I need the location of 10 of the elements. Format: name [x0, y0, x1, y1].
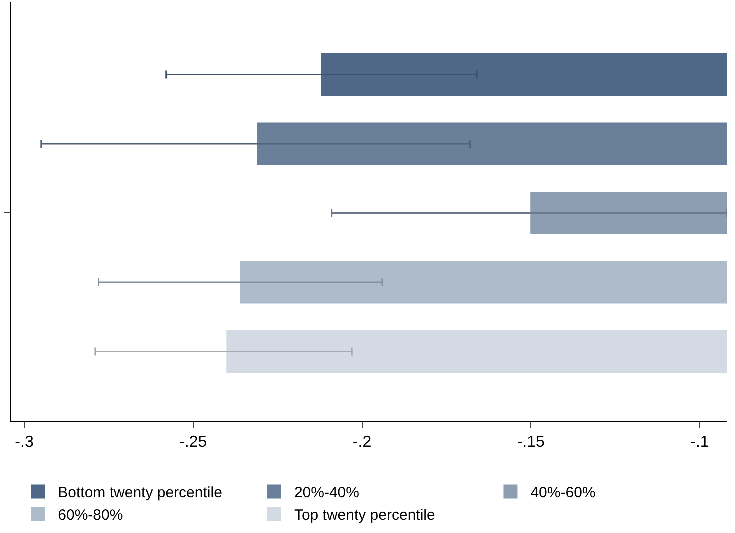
legend-label: Bottom twenty percentile: [58, 484, 222, 502]
legend-label: Top twenty percentile: [294, 507, 436, 524]
x-tick-label: -.1: [690, 434, 710, 452]
x-tick-label: -.2: [352, 434, 372, 452]
x-tick-label: -.15: [517, 434, 545, 452]
legend-label: 20%-40%: [294, 484, 360, 502]
x-tick-label: -.25: [180, 434, 208, 452]
legend-label: 60%-80%: [58, 507, 124, 524]
legend-label: 40%-60%: [530, 484, 596, 502]
x-tick-label: -.3: [15, 434, 34, 452]
